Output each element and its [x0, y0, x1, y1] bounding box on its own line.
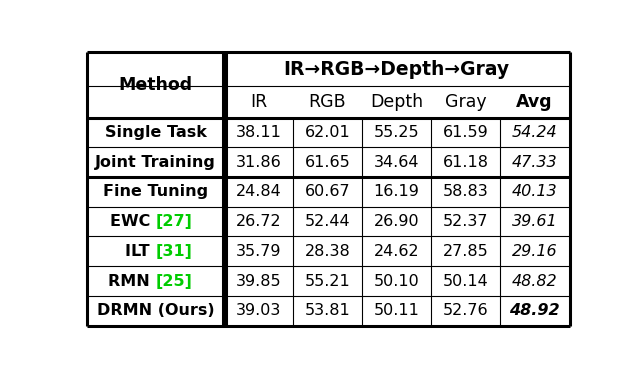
Text: [27]: [27]	[156, 214, 193, 229]
Text: DRMN (Ours): DRMN (Ours)	[97, 303, 214, 318]
Text: 35.79: 35.79	[236, 244, 281, 259]
Text: 39.85: 39.85	[236, 273, 282, 289]
Text: Avg: Avg	[516, 93, 553, 111]
Text: RMN: RMN	[108, 273, 156, 289]
Text: 50.10: 50.10	[374, 273, 419, 289]
Text: 52.44: 52.44	[305, 214, 350, 229]
Text: 60.67: 60.67	[305, 184, 350, 199]
Text: 28.38: 28.38	[305, 244, 351, 259]
Text: 52.37: 52.37	[443, 214, 488, 229]
Text: 61.59: 61.59	[443, 125, 488, 140]
Text: [25]: [25]	[156, 273, 193, 289]
Text: Method: Method	[118, 76, 193, 94]
Text: 58.83: 58.83	[443, 184, 488, 199]
Text: 54.24: 54.24	[512, 125, 557, 140]
Text: 39.61: 39.61	[512, 214, 557, 229]
Text: 62.01: 62.01	[305, 125, 351, 140]
Text: 47.33: 47.33	[512, 154, 557, 169]
Text: 55.25: 55.25	[374, 125, 419, 140]
Text: Joint Training: Joint Training	[95, 154, 216, 169]
Text: 31.86: 31.86	[236, 154, 282, 169]
Text: Gray: Gray	[445, 93, 486, 111]
Text: 26.90: 26.90	[374, 214, 419, 229]
Text: RGB: RGB	[308, 93, 346, 111]
Text: IR: IR	[250, 93, 267, 111]
Text: 48.82: 48.82	[512, 273, 557, 289]
Text: Fine Tuning: Fine Tuning	[103, 184, 208, 199]
Text: 24.62: 24.62	[374, 244, 419, 259]
Text: 48.92: 48.92	[509, 303, 560, 318]
Text: 38.11: 38.11	[236, 125, 282, 140]
Text: 26.72: 26.72	[236, 214, 282, 229]
Text: 27.85: 27.85	[443, 244, 488, 259]
Text: 50.11: 50.11	[374, 303, 419, 318]
Text: 16.19: 16.19	[374, 184, 419, 199]
Text: ILT: ILT	[125, 244, 156, 259]
Text: [31]: [31]	[156, 244, 193, 259]
Text: 52.76: 52.76	[443, 303, 488, 318]
Text: 39.03: 39.03	[236, 303, 281, 318]
Text: 40.13: 40.13	[512, 184, 557, 199]
Text: 55.21: 55.21	[305, 273, 351, 289]
Text: 61.18: 61.18	[443, 154, 488, 169]
Text: 61.65: 61.65	[305, 154, 351, 169]
Text: Depth: Depth	[370, 93, 423, 111]
Text: IR→RGB→Depth→Gray: IR→RGB→Depth→Gray	[284, 60, 509, 79]
Text: 53.81: 53.81	[305, 303, 351, 318]
Text: 50.14: 50.14	[443, 273, 488, 289]
Text: 34.64: 34.64	[374, 154, 419, 169]
Text: 24.84: 24.84	[236, 184, 282, 199]
Text: 29.16: 29.16	[512, 244, 557, 259]
Text: EWC: EWC	[109, 214, 156, 229]
Text: Single Task: Single Task	[105, 125, 207, 140]
